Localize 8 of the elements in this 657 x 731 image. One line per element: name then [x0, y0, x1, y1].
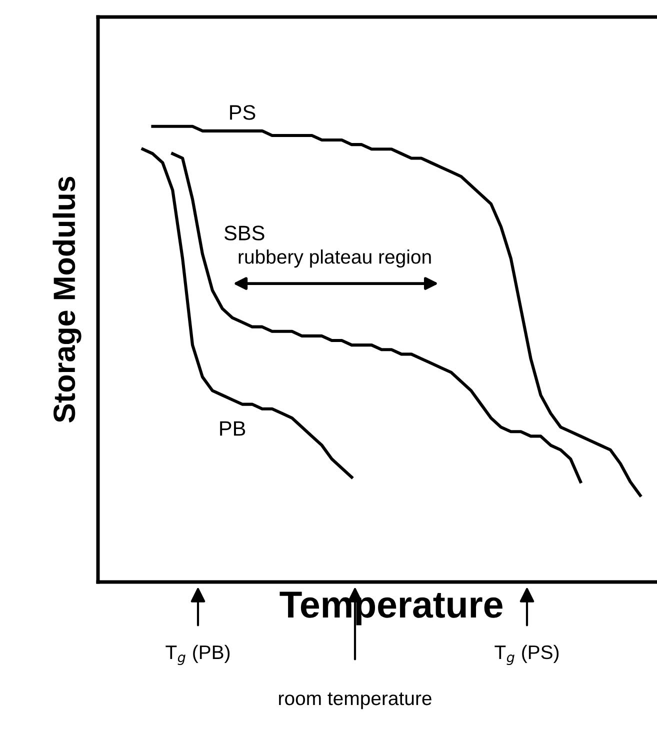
text: room temperature [279, 692, 432, 710]
text: T$_{g}$ (PS) [494, 644, 559, 665]
y-axis-title: Storage Modulus [52, 176, 82, 423]
series-label: PS [230, 105, 256, 120]
text: T$_{g}$ (PB) [166, 644, 230, 665]
annotation: rubbery plateau region [238, 249, 431, 268]
series-label: SBS [224, 226, 264, 240]
series-label: PB [220, 421, 246, 436]
